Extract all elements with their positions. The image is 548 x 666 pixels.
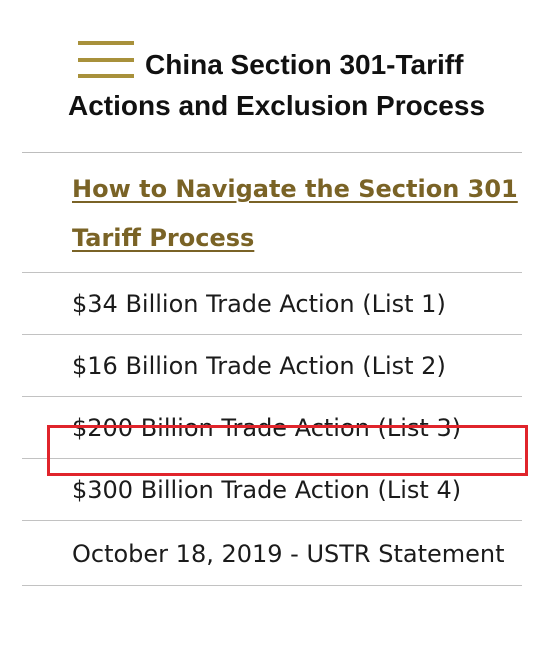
sidebar-item-label[interactable]: $34 Billion Trade Action (List 1) xyxy=(72,290,446,318)
sidebar-item-ustr-statement[interactable]: October 18, 2019 - USTR Statement xyxy=(22,521,522,586)
sidebar-item-list-1[interactable]: $34 Billion Trade Action (List 1) xyxy=(22,273,522,335)
sidebar-item-label[interactable]: $16 Billion Trade Action (List 2) xyxy=(72,352,446,380)
sidebar-item-label[interactable]: October 18, 2019 - USTR Statement xyxy=(72,540,505,568)
menu-bar-bottom xyxy=(78,74,134,78)
sidebar-item-label[interactable]: $200 Billion Trade Action (List 3) xyxy=(72,414,462,442)
sidebar-item-list-2[interactable]: $16 Billion Trade Action (List 2) xyxy=(22,335,522,397)
sidebar-nav: How to Navigate the Section 301 Tariff P… xyxy=(22,153,522,586)
sidebar-item-label[interactable]: $300 Billion Trade Action (List 4) xyxy=(72,476,462,504)
sidebar-title: China Section 301-Tariff Actions and Exc… xyxy=(68,49,486,121)
sidebar-panel: China Section 301-Tariff Actions and Exc… xyxy=(22,0,522,586)
sidebar-item-list-4[interactable]: $300 Billion Trade Action (List 4) xyxy=(22,459,522,521)
sidebar-item-label[interactable]: How to Navigate the Section 301 Tariff P… xyxy=(72,175,518,252)
menu-bar-top xyxy=(78,41,134,45)
sidebar-header: China Section 301-Tariff Actions and Exc… xyxy=(22,0,522,153)
menu-bar-middle xyxy=(78,58,134,62)
sidebar-item-list-3[interactable]: $200 Billion Trade Action (List 3) xyxy=(22,397,522,459)
hamburger-menu-icon[interactable] xyxy=(78,41,134,79)
sidebar-item-navigate-process[interactable]: How to Navigate the Section 301 Tariff P… xyxy=(22,153,522,273)
